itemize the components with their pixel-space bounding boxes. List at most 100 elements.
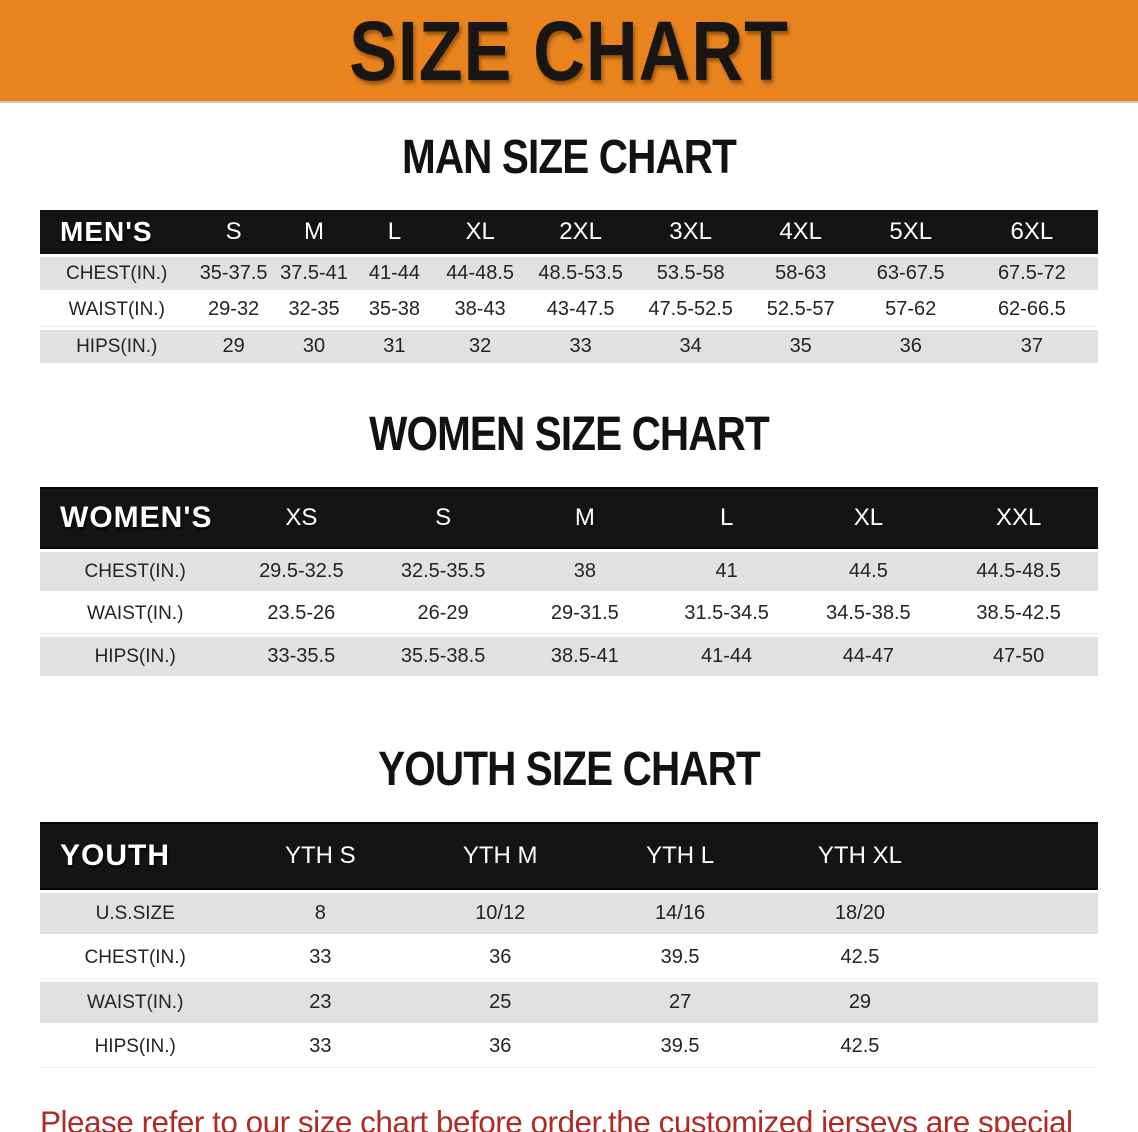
measurement-value: 29: [193, 330, 274, 363]
measurement-value: 38: [513, 552, 656, 591]
measurement-value: 26-29: [372, 594, 514, 634]
size-column-header: XXL: [939, 487, 1098, 549]
measurement-value: 38.5-42.5: [939, 594, 1098, 634]
table-header-label: WOMEN'S: [40, 487, 231, 549]
measurement-value: 32.5-35.5: [372, 552, 514, 591]
measurement-row-label: CHEST(IN.): [40, 257, 194, 290]
size-column-header: M: [513, 487, 656, 549]
measurement-value: 31.5-34.5: [655, 594, 798, 634]
table-row: U.S.SIZE 8 10/12 14/16 18/20: [40, 893, 1098, 934]
size-column-header: 4XL: [745, 210, 856, 254]
measurement-row-label: HIPS(IN.): [40, 1026, 231, 1068]
measurement-value: 48.5-53.5: [525, 257, 636, 290]
spacer-cell: [949, 822, 1098, 890]
measurement-row-label: WAIST(IN.): [40, 293, 194, 327]
table-row: WAIST(IN.) 23 25 27 29: [40, 982, 1098, 1023]
measurement-value: 8: [230, 893, 411, 934]
table-row: CHEST(IN.) 33 36 39.5 42.5: [40, 937, 1098, 979]
table-row: CHEST(IN.) 35-37.5 37.5-41 41-44 44-48.5 48.5…: [40, 257, 1098, 290]
size-column-header: XL: [797, 487, 940, 549]
measurement-value: 52.5-57: [745, 293, 856, 327]
measurement-value: 18/20: [770, 893, 950, 934]
measurement-value: 41: [655, 552, 798, 591]
size-table-youth: YOUTH YTH S YTH M YTH L YTH XL U.S.SIZE 8 10/12…: [40, 819, 1098, 1071]
measurement-value: 41-44: [354, 257, 435, 290]
measurement-value: 29: [770, 982, 950, 1023]
size-column-header: M: [273, 210, 355, 254]
measurement-row-label: CHEST(IN.): [40, 552, 231, 591]
section-heading-women: WOMEN SIZE CHART: [369, 405, 770, 461]
measurement-value: 23.5-26: [230, 594, 373, 634]
measurement-value: 37: [965, 330, 1098, 363]
measurement-value: 36: [855, 330, 966, 363]
measurement-value: 38.5-41: [513, 637, 656, 676]
size-column-header: YTH XL: [770, 822, 950, 890]
table-header-row: MEN'S S M L XL 2XL 3XL 4XL 5XL 6XL: [40, 210, 1098, 254]
measurement-row-label: HIPS(IN.): [40, 330, 194, 363]
measurement-value: 63-67.5: [855, 257, 966, 290]
table-header-row: WOMEN'S XS S M L XL XXL: [40, 487, 1098, 549]
table-row: HIPS(IN.) 29 30 31 32 33 34 35 36 37: [40, 330, 1098, 363]
measurement-value: 34: [635, 330, 746, 363]
measurement-row-label: HIPS(IN.): [40, 637, 231, 676]
measurement-value: 35: [745, 330, 856, 363]
measurement-value: 32: [434, 330, 526, 363]
size-table-men: MEN'S S M L XL 2XL 3XL 4XL 5XL 6XL CHEST(IN.) 35-37…: [40, 207, 1098, 366]
size-column-header: 2XL: [525, 210, 636, 254]
measurement-value: 47-50: [939, 637, 1098, 676]
measurement-value: 33: [230, 937, 411, 979]
measurement-value: 44-47: [797, 637, 940, 676]
measurement-value: 38-43: [434, 293, 526, 327]
measurement-value: 43-47.5: [525, 293, 636, 327]
spacer-cell: [949, 982, 1098, 1023]
measurement-value: 35-38: [354, 293, 435, 327]
section-heading-youth: YOUTH SIZE CHART: [378, 740, 761, 796]
measurement-row-label: CHEST(IN.): [40, 937, 231, 979]
measurement-value: 67.5-72: [965, 257, 1098, 290]
page-title: SIZE CHART: [349, 2, 789, 99]
measurement-value: 10/12: [410, 893, 591, 934]
measurement-value: 35-37.5: [193, 257, 274, 290]
size-column-header: 3XL: [635, 210, 746, 254]
size-column-header: YTH L: [590, 822, 771, 890]
measurement-value: 57-62: [855, 293, 966, 327]
measurement-value: 58-63: [745, 257, 856, 290]
spacer-cell: [949, 893, 1098, 934]
table-row: HIPS(IN.) 33 36 39.5 42.5: [40, 1026, 1098, 1068]
measurement-value: 33-35.5: [230, 637, 373, 676]
table-row: HIPS(IN.) 33-35.5 35.5-38.5 38.5-41 41-44 44-…: [40, 637, 1098, 676]
size-table-women: WOMEN'S XS S M L XL XXL CHEST(IN.) 29.5-32.5 32.5…: [40, 484, 1098, 679]
measurement-value: 32-35: [273, 293, 355, 327]
size-column-header: YTH S: [230, 822, 411, 890]
measurement-value: 39.5: [590, 1026, 771, 1068]
measurement-value: 47.5-52.5: [635, 293, 746, 327]
measurement-value: 37.5-41: [273, 257, 355, 290]
measurement-value: 62-66.5: [965, 293, 1098, 327]
measurement-value: 44.5: [797, 552, 940, 591]
measurement-row-label: U.S.SIZE: [40, 893, 231, 934]
measurement-value: 53.5-58: [635, 257, 746, 290]
table-header-row: YOUTH YTH S YTH M YTH L YTH XL: [40, 822, 1098, 890]
measurement-value: 42.5: [770, 937, 950, 979]
size-column-header: YTH M: [410, 822, 591, 890]
spacer-cell: [949, 937, 1098, 979]
section-heading-man: MAN SIZE CHART: [401, 128, 737, 184]
measurement-value: 25: [410, 982, 591, 1023]
size-column-header: S: [193, 210, 274, 254]
measurement-row-label: WAIST(IN.): [40, 594, 231, 634]
measurement-value: 29.5-32.5: [230, 552, 373, 591]
disclaimer-note: Please refer to our size chart before or…: [40, 1099, 1124, 1132]
measurement-value: 29-32: [193, 293, 274, 327]
table-row: WAIST(IN.) 23.5-26 26-29 29-31.5 31.5-34.5 34…: [40, 594, 1098, 634]
measurement-value: 34.5-38.5: [797, 594, 940, 634]
measurement-value: 35.5-38.5: [372, 637, 514, 676]
measurement-value: 44.5-48.5: [939, 552, 1098, 591]
measurement-value: 44-48.5: [434, 257, 526, 290]
size-column-header: 5XL: [855, 210, 966, 254]
size-column-header: XL: [434, 210, 526, 254]
measurement-value: 31: [354, 330, 435, 363]
measurement-value: 41-44: [655, 637, 798, 676]
size-column-header: S: [372, 487, 514, 549]
table-row: CHEST(IN.) 29.5-32.5 32.5-35.5 38 41 44.5 44.5…: [40, 552, 1098, 591]
